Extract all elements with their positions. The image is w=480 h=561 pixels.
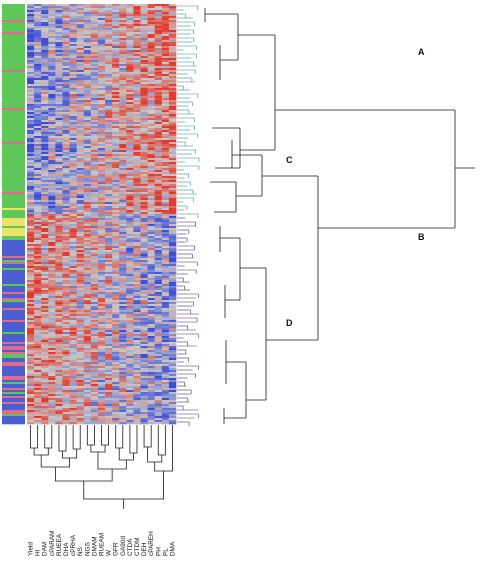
column-label: RUEAM (99, 533, 106, 556)
column-label: cPARAM (49, 531, 56, 556)
row-leaf-branches (177, 5, 200, 426)
column-label: HI (35, 549, 42, 556)
column-label: DAM (42, 542, 49, 556)
column-label: cPAREH (148, 531, 155, 556)
column-label: CTDA (127, 538, 134, 556)
column-label: PL (162, 548, 169, 556)
column-label: RUEEA (56, 533, 63, 556)
heatmap-grid (27, 4, 177, 425)
column-label: CTDM (134, 538, 141, 556)
column-dendrogram (30, 425, 173, 509)
column-label: NS (77, 547, 84, 556)
cluster-label-a: A (418, 47, 425, 57)
group-color-strip (2, 4, 25, 425)
cluster-label-c: C (286, 155, 293, 165)
column-label: Yield (28, 542, 35, 556)
column-label: DHA (63, 542, 70, 556)
column-label: W (106, 549, 113, 556)
column-label: DEH (141, 542, 148, 556)
column-label: GFR (113, 542, 120, 556)
column-label: DMA (169, 541, 176, 556)
column-label: NGS (84, 542, 91, 556)
column-label: GA90d (120, 536, 127, 556)
cluster-label-d: D (286, 318, 293, 328)
row-dendrogram (204, 8, 475, 424)
column-label: DMAM (91, 536, 98, 556)
cluster-label-b: B (418, 232, 425, 242)
column-label: cPRHA (70, 534, 77, 556)
column-label: PH (155, 547, 162, 556)
column-labels: Yield HI DAM cPARAM RUEEA DHA cPRHA NS NGS DMAM RU… (28, 531, 177, 556)
